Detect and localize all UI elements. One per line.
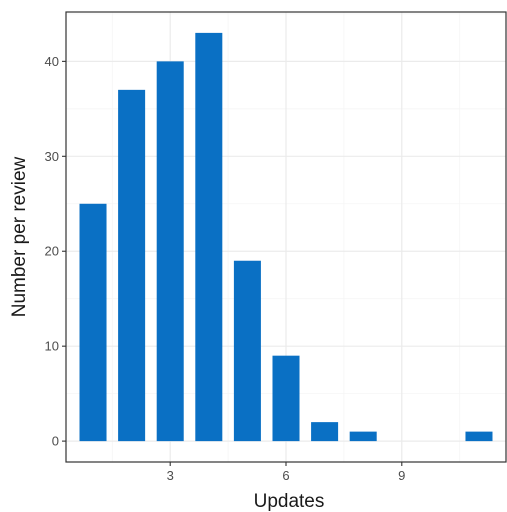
bar-updates-5 [233, 260, 261, 442]
x-axis-title: Updates [254, 491, 325, 512]
bar-updates-8 [349, 431, 377, 442]
bar-updates-11 [465, 431, 493, 442]
y-axis-title: Number per review [9, 156, 30, 317]
x-axis-ticks: 3 6 9 [167, 462, 405, 483]
y-tick-label: 30 [45, 149, 59, 164]
bar-updates-6 [272, 355, 300, 442]
y-tick-label: 40 [45, 54, 59, 69]
y-tick-label: 20 [45, 244, 59, 259]
bar-updates-1 [79, 203, 107, 442]
bar-updates-7 [311, 422, 339, 442]
bar-updates-2 [118, 89, 146, 442]
x-tick-label: 9 [398, 468, 405, 483]
bars [79, 32, 493, 442]
x-tick-label: 6 [282, 468, 289, 483]
y-axis-ticks: 0 10 20 30 40 [45, 54, 66, 449]
y-tick-label: 0 [52, 434, 59, 449]
bar-updates-3 [156, 61, 184, 442]
bar-updates-4 [195, 32, 223, 442]
x-tick-label: 3 [167, 468, 174, 483]
y-tick-label: 10 [45, 339, 59, 354]
